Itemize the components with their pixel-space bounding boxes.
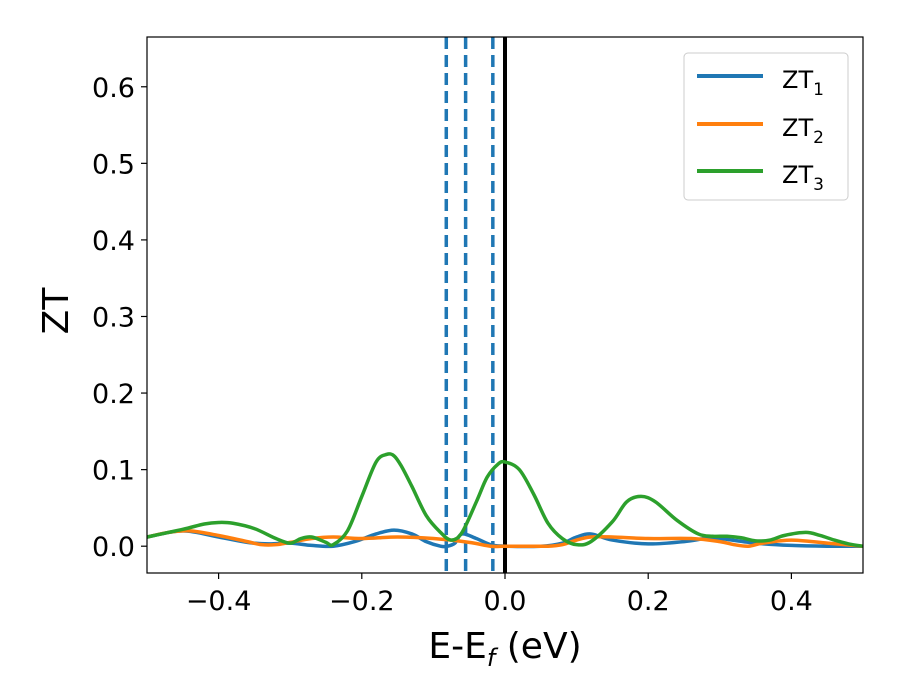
series-line-zt2: [147, 529, 863, 549]
x-tick-label: −0.2: [329, 586, 395, 617]
legend: ZT1 ZT2 ZT3: [683, 52, 849, 201]
plot-content: [147, 37, 863, 573]
legend-label-zt1: ZT1: [782, 66, 824, 100]
y-axis-label: ZT: [36, 287, 77, 335]
y-tick-label: 0.3: [92, 302, 135, 333]
x-axis-label-unit: (eV): [495, 626, 581, 667]
y-tick-label: 0.5: [92, 149, 135, 180]
y-tick-label: 0.1: [92, 456, 135, 487]
y-tick-label: 0.0: [92, 532, 135, 563]
legend-label-zt2: ZT2: [782, 114, 824, 148]
x-tick-label: 0.4: [770, 586, 813, 617]
x-tick-label: 0.0: [484, 586, 527, 617]
x-tick-label: −0.4: [186, 586, 252, 617]
legend-label-zt3: ZT3: [782, 161, 824, 195]
x-axis-label-main: E-E: [428, 626, 486, 667]
y-tick-label: 0.4: [92, 226, 135, 257]
series-line-zt3: [147, 452, 863, 548]
tick-layer: −0.4 −0.2 0.0 0.2 0.4 0.0 0.1 0.2 0.3 0.4 0.5 0.6: [92, 73, 813, 617]
y-tick-label: 0.2: [92, 379, 135, 410]
x-axis-label: E-Ef (eV): [428, 626, 581, 672]
legend-box: [683, 52, 849, 201]
y-tick-label: 0.6: [92, 73, 135, 104]
x-tick-label: 0.2: [627, 586, 670, 617]
